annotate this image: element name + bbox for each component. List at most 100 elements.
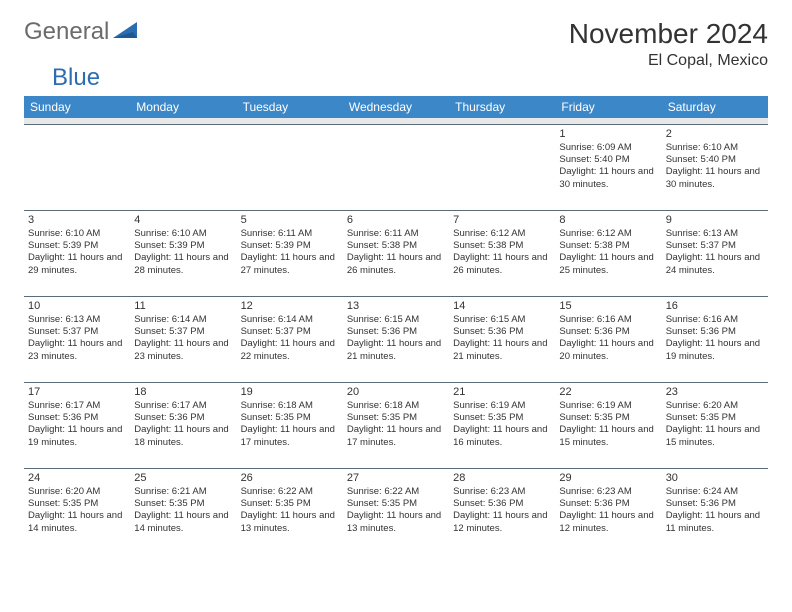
calendar-day-cell: 28Sunrise: 6:23 AMSunset: 5:36 PMDayligh…: [449, 468, 555, 554]
day-number: 29: [559, 471, 657, 485]
calendar-day-cell: 25Sunrise: 6:21 AMSunset: 5:35 PMDayligh…: [130, 468, 236, 554]
calendar-day-cell: [24, 124, 130, 210]
day-number: 30: [666, 471, 764, 485]
sunrise-line: Sunrise: 6:19 AM: [453, 400, 551, 412]
calendar-week-row: 1Sunrise: 6:09 AMSunset: 5:40 PMDaylight…: [24, 124, 768, 210]
sunrise-line: Sunrise: 6:15 AM: [453, 314, 551, 326]
sunrise-line: Sunrise: 6:10 AM: [666, 142, 764, 154]
daylight-line: Daylight: 11 hours and 12 minutes.: [559, 510, 657, 535]
sunrise-line: Sunrise: 6:18 AM: [347, 400, 445, 412]
sunrise-line: Sunrise: 6:16 AM: [666, 314, 764, 326]
daylight-line: Daylight: 11 hours and 26 minutes.: [347, 252, 445, 277]
weekday-header-row: Sunday Monday Tuesday Wednesday Thursday…: [24, 96, 768, 118]
day-number: 10: [28, 299, 126, 313]
calendar-day-cell: 27Sunrise: 6:22 AMSunset: 5:35 PMDayligh…: [343, 468, 449, 554]
sunset-line: Sunset: 5:35 PM: [347, 498, 445, 510]
sunset-line: Sunset: 5:39 PM: [134, 240, 232, 252]
day-number: 25: [134, 471, 232, 485]
day-number: 12: [241, 299, 339, 313]
calendar-day-cell: 11Sunrise: 6:14 AMSunset: 5:37 PMDayligh…: [130, 296, 236, 382]
daylight-line: Daylight: 11 hours and 13 minutes.: [241, 510, 339, 535]
calendar-day-cell: 12Sunrise: 6:14 AMSunset: 5:37 PMDayligh…: [237, 296, 343, 382]
daylight-line: Daylight: 11 hours and 29 minutes.: [28, 252, 126, 277]
calendar-day-cell: 24Sunrise: 6:20 AMSunset: 5:35 PMDayligh…: [24, 468, 130, 554]
calendar-day-cell: 18Sunrise: 6:17 AMSunset: 5:36 PMDayligh…: [130, 382, 236, 468]
calendar-day-cell: 15Sunrise: 6:16 AMSunset: 5:36 PMDayligh…: [555, 296, 661, 382]
weekday-header: Sunday: [24, 96, 130, 118]
daylight-line: Daylight: 11 hours and 21 minutes.: [453, 338, 551, 363]
calendar-week-row: 10Sunrise: 6:13 AMSunset: 5:37 PMDayligh…: [24, 296, 768, 382]
month-title: November 2024: [569, 18, 768, 50]
day-number: 4: [134, 213, 232, 227]
calendar-day-cell: 17Sunrise: 6:17 AMSunset: 5:36 PMDayligh…: [24, 382, 130, 468]
daylight-line: Daylight: 11 hours and 19 minutes.: [28, 424, 126, 449]
sunset-line: Sunset: 5:36 PM: [134, 412, 232, 424]
calendar-table: Sunday Monday Tuesday Wednesday Thursday…: [24, 96, 768, 554]
calendar-day-cell: 22Sunrise: 6:19 AMSunset: 5:35 PMDayligh…: [555, 382, 661, 468]
sunrise-line: Sunrise: 6:15 AM: [347, 314, 445, 326]
sunrise-line: Sunrise: 6:22 AM: [241, 486, 339, 498]
sunset-line: Sunset: 5:37 PM: [241, 326, 339, 338]
calendar-day-cell: 14Sunrise: 6:15 AMSunset: 5:36 PMDayligh…: [449, 296, 555, 382]
sunrise-line: Sunrise: 6:12 AM: [559, 228, 657, 240]
sunset-line: Sunset: 5:36 PM: [453, 326, 551, 338]
daylight-line: Daylight: 11 hours and 25 minutes.: [559, 252, 657, 277]
sunset-line: Sunset: 5:38 PM: [347, 240, 445, 252]
logo-text-blue: Blue: [52, 64, 100, 91]
logo-triangle-icon: [113, 20, 139, 45]
daylight-line: Daylight: 11 hours and 24 minutes.: [666, 252, 764, 277]
header: General November 2024 El Copal, Mexico: [24, 18, 768, 70]
calendar-page: General November 2024 El Copal, Mexico B…: [0, 0, 792, 572]
sunset-line: Sunset: 5:36 PM: [666, 326, 764, 338]
title-block: November 2024 El Copal, Mexico: [569, 18, 768, 70]
daylight-line: Daylight: 11 hours and 23 minutes.: [28, 338, 126, 363]
logo: General: [24, 18, 143, 46]
daylight-line: Daylight: 11 hours and 28 minutes.: [134, 252, 232, 277]
sunrise-line: Sunrise: 6:18 AM: [241, 400, 339, 412]
calendar-day-cell: 6Sunrise: 6:11 AMSunset: 5:38 PMDaylight…: [343, 210, 449, 296]
sunset-line: Sunset: 5:36 PM: [28, 412, 126, 424]
sunset-line: Sunset: 5:36 PM: [347, 326, 445, 338]
day-number: 9: [666, 213, 764, 227]
day-number: 21: [453, 385, 551, 399]
day-number: 14: [453, 299, 551, 313]
sunrise-line: Sunrise: 6:20 AM: [28, 486, 126, 498]
sunset-line: Sunset: 5:37 PM: [666, 240, 764, 252]
day-number: 16: [666, 299, 764, 313]
sunrise-line: Sunrise: 6:19 AM: [559, 400, 657, 412]
sunset-line: Sunset: 5:36 PM: [666, 498, 764, 510]
day-number: 26: [241, 471, 339, 485]
sunset-line: Sunset: 5:39 PM: [241, 240, 339, 252]
day-number: 23: [666, 385, 764, 399]
sunset-line: Sunset: 5:35 PM: [453, 412, 551, 424]
calendar-day-cell: 2Sunrise: 6:10 AMSunset: 5:40 PMDaylight…: [662, 124, 768, 210]
sunrise-line: Sunrise: 6:11 AM: [241, 228, 339, 240]
day-number: 19: [241, 385, 339, 399]
calendar-day-cell: 8Sunrise: 6:12 AMSunset: 5:38 PMDaylight…: [555, 210, 661, 296]
calendar-body: 1Sunrise: 6:09 AMSunset: 5:40 PMDaylight…: [24, 124, 768, 554]
calendar-week-row: 24Sunrise: 6:20 AMSunset: 5:35 PMDayligh…: [24, 468, 768, 554]
daylight-line: Daylight: 11 hours and 30 minutes.: [559, 166, 657, 191]
sunrise-line: Sunrise: 6:12 AM: [453, 228, 551, 240]
daylight-line: Daylight: 11 hours and 12 minutes.: [453, 510, 551, 535]
daylight-line: Daylight: 11 hours and 16 minutes.: [453, 424, 551, 449]
calendar-day-cell: 5Sunrise: 6:11 AMSunset: 5:39 PMDaylight…: [237, 210, 343, 296]
day-number: 1: [559, 127, 657, 141]
daylight-line: Daylight: 11 hours and 15 minutes.: [666, 424, 764, 449]
sunrise-line: Sunrise: 6:21 AM: [134, 486, 232, 498]
sunrise-line: Sunrise: 6:22 AM: [347, 486, 445, 498]
sunrise-line: Sunrise: 6:17 AM: [134, 400, 232, 412]
calendar-day-cell: 13Sunrise: 6:15 AMSunset: 5:36 PMDayligh…: [343, 296, 449, 382]
daylight-line: Daylight: 11 hours and 22 minutes.: [241, 338, 339, 363]
weekday-header: Tuesday: [237, 96, 343, 118]
sunrise-line: Sunrise: 6:10 AM: [134, 228, 232, 240]
weekday-header: Friday: [555, 96, 661, 118]
calendar-day-cell: 26Sunrise: 6:22 AMSunset: 5:35 PMDayligh…: [237, 468, 343, 554]
sunset-line: Sunset: 5:36 PM: [559, 326, 657, 338]
day-number: 13: [347, 299, 445, 313]
sunset-line: Sunset: 5:40 PM: [666, 154, 764, 166]
calendar-day-cell: 29Sunrise: 6:23 AMSunset: 5:36 PMDayligh…: [555, 468, 661, 554]
calendar-day-cell: 19Sunrise: 6:18 AMSunset: 5:35 PMDayligh…: [237, 382, 343, 468]
sunset-line: Sunset: 5:35 PM: [559, 412, 657, 424]
daylight-line: Daylight: 11 hours and 13 minutes.: [347, 510, 445, 535]
